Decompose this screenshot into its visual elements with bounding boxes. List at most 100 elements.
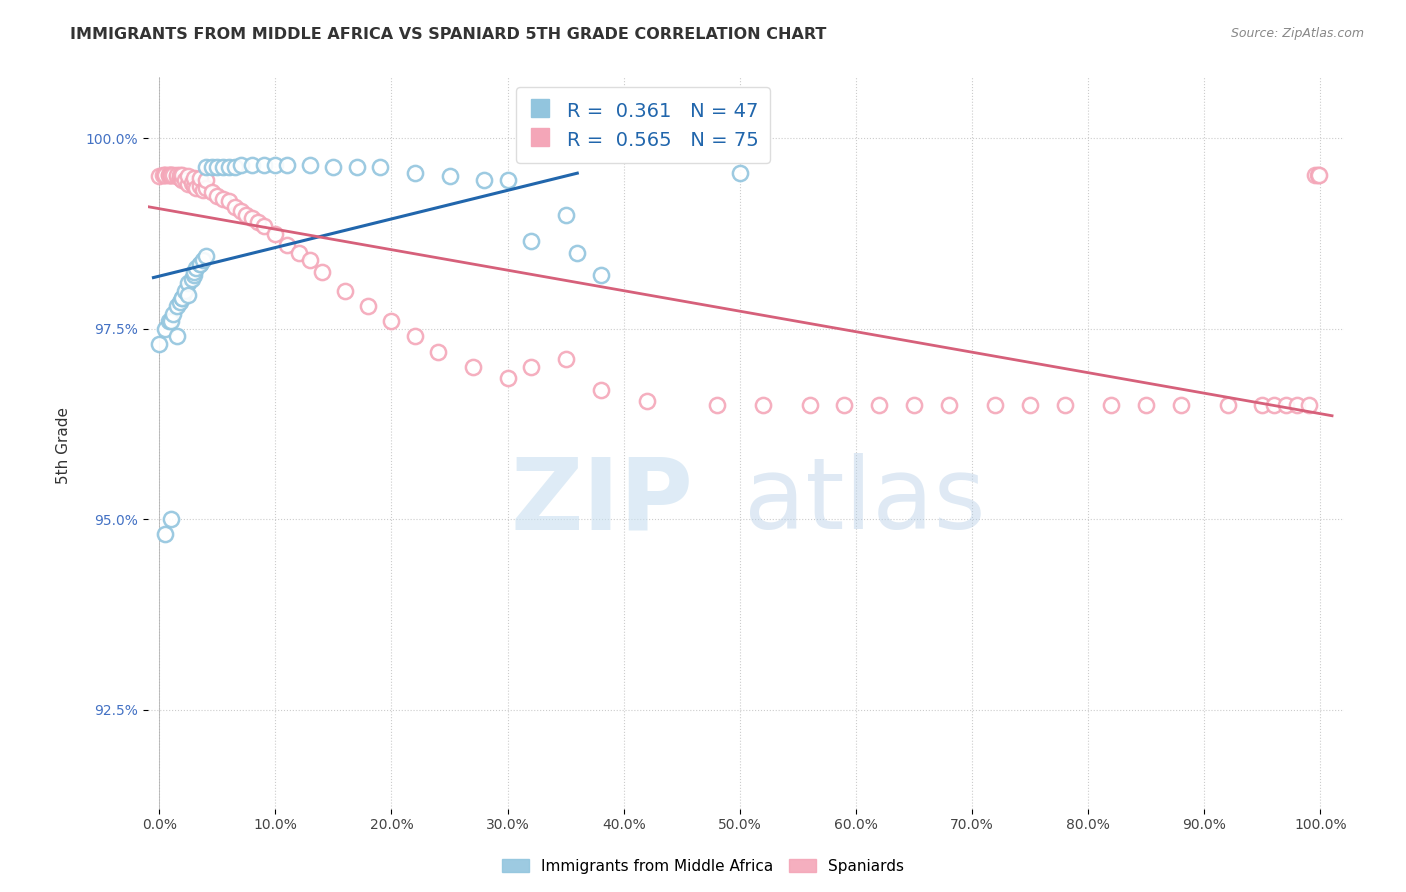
- Point: [253, 158, 276, 172]
- Point: [229, 158, 252, 172]
- Point: [276, 238, 298, 252]
- Point: [157, 168, 180, 182]
- Point: [169, 171, 191, 186]
- Point: [162, 307, 184, 321]
- Point: [200, 185, 222, 199]
- Point: [1053, 398, 1076, 412]
- Point: [153, 322, 176, 336]
- Point: [212, 192, 235, 206]
- Point: [186, 181, 208, 195]
- Point: [589, 268, 612, 283]
- Point: [368, 161, 391, 175]
- Text: 5th Grade: 5th Grade: [56, 408, 70, 484]
- Point: [183, 268, 205, 283]
- Point: [404, 329, 426, 343]
- Point: [194, 161, 217, 175]
- Point: [1263, 398, 1285, 412]
- Point: [984, 398, 1007, 412]
- Point: [224, 161, 246, 175]
- Point: [162, 168, 184, 182]
- Point: [1308, 168, 1330, 182]
- Point: [188, 171, 211, 186]
- Point: [169, 295, 191, 310]
- Point: [311, 265, 333, 279]
- Point: [276, 158, 298, 172]
- Point: [194, 181, 217, 195]
- Point: [186, 260, 208, 275]
- Point: [177, 169, 200, 184]
- Point: [496, 173, 519, 187]
- Point: [554, 208, 576, 222]
- Point: [253, 219, 276, 233]
- Point: [160, 168, 183, 182]
- Point: [346, 161, 368, 175]
- Point: [567, 245, 589, 260]
- Point: [180, 176, 202, 190]
- Point: [153, 168, 176, 182]
- Point: [520, 359, 543, 374]
- Point: [218, 161, 240, 175]
- Point: [152, 168, 174, 182]
- Point: [439, 169, 461, 184]
- Point: [200, 161, 222, 175]
- Point: [834, 398, 856, 412]
- Point: [177, 177, 200, 191]
- Point: [240, 211, 263, 226]
- Point: [177, 276, 200, 290]
- Point: [461, 359, 484, 374]
- Legend: R =  0.361   N = 47, R =  0.565   N = 75: R = 0.361 N = 47, R = 0.565 N = 75: [516, 87, 770, 163]
- Point: [177, 287, 200, 301]
- Point: [1019, 398, 1042, 412]
- Point: [1135, 398, 1157, 412]
- Point: [173, 173, 195, 187]
- Point: [1099, 398, 1122, 412]
- Point: [235, 208, 257, 222]
- Point: [799, 398, 821, 412]
- Text: atlas: atlas: [744, 453, 986, 550]
- Point: [157, 168, 180, 182]
- Point: [1286, 398, 1309, 412]
- Point: [299, 158, 322, 172]
- Point: [357, 299, 380, 313]
- Point: [172, 291, 194, 305]
- Point: [212, 161, 235, 175]
- Point: [246, 215, 269, 229]
- Point: [1274, 398, 1296, 412]
- Text: Source: ZipAtlas.com: Source: ZipAtlas.com: [1230, 27, 1364, 40]
- Point: [589, 383, 612, 397]
- Point: [188, 178, 211, 193]
- Point: [188, 257, 211, 271]
- Point: [183, 178, 205, 193]
- Point: [903, 398, 925, 412]
- Point: [264, 158, 287, 172]
- Point: [264, 227, 287, 241]
- Point: [1251, 398, 1274, 412]
- Point: [299, 253, 322, 268]
- Point: [169, 168, 191, 182]
- Point: [173, 284, 195, 298]
- Point: [166, 329, 188, 343]
- Text: ZIP: ZIP: [510, 453, 693, 550]
- Point: [172, 291, 194, 305]
- Point: [728, 166, 751, 180]
- Point: [404, 166, 426, 180]
- Point: [193, 253, 215, 268]
- Point: [160, 314, 183, 328]
- Point: [207, 188, 229, 202]
- Point: [240, 158, 263, 172]
- Point: [474, 173, 496, 187]
- Point: [148, 169, 170, 184]
- Point: [636, 394, 658, 409]
- Point: [224, 200, 246, 214]
- Point: [380, 314, 402, 328]
- Point: [172, 173, 194, 187]
- Point: [166, 169, 188, 184]
- Point: [188, 257, 211, 271]
- Point: [157, 314, 180, 328]
- Point: [229, 203, 252, 218]
- Point: [496, 371, 519, 385]
- Point: [706, 398, 728, 412]
- Point: [166, 299, 188, 313]
- Point: [287, 245, 309, 260]
- Point: [160, 168, 183, 182]
